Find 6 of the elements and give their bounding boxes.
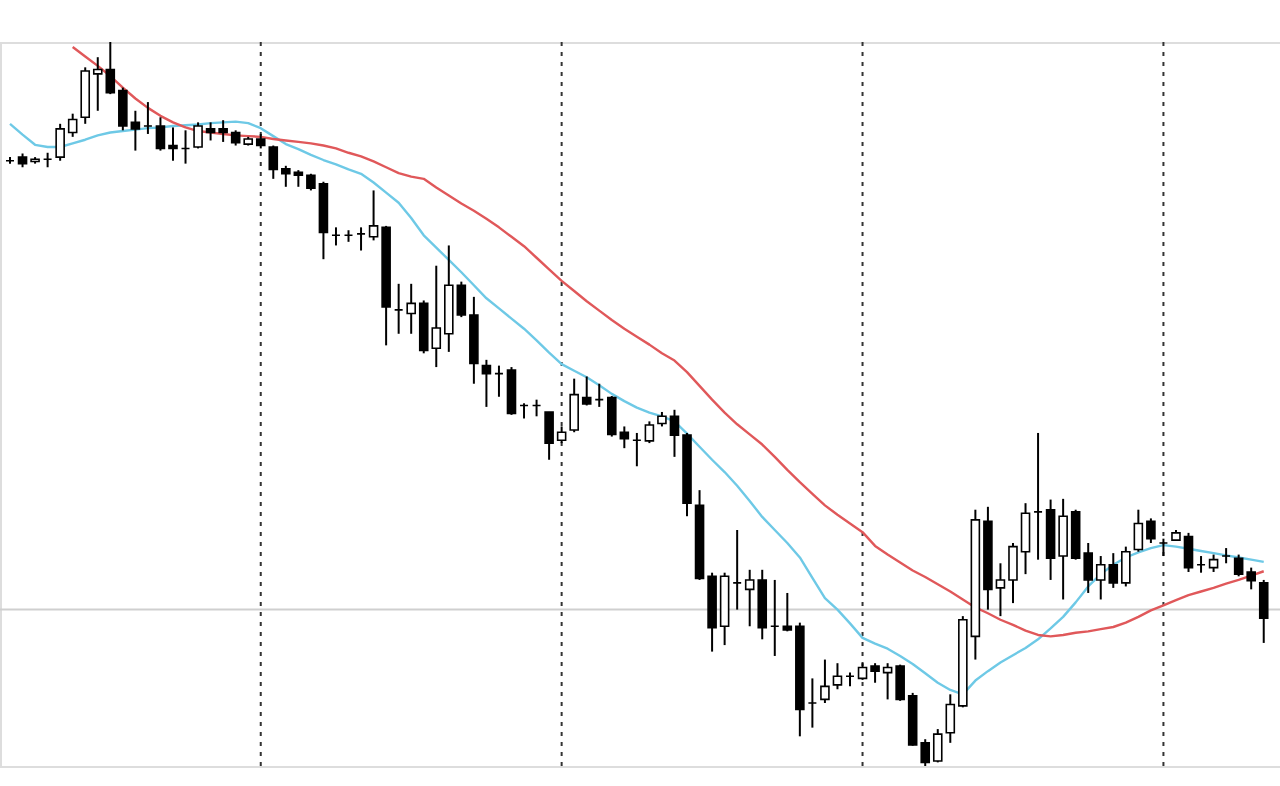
candlestick bbox=[832, 662, 843, 691]
candlestick bbox=[644, 420, 655, 445]
candlestick bbox=[481, 358, 492, 408]
candlestick bbox=[1258, 578, 1269, 644]
candlestick bbox=[506, 366, 517, 416]
candlestick bbox=[820, 658, 830, 705]
